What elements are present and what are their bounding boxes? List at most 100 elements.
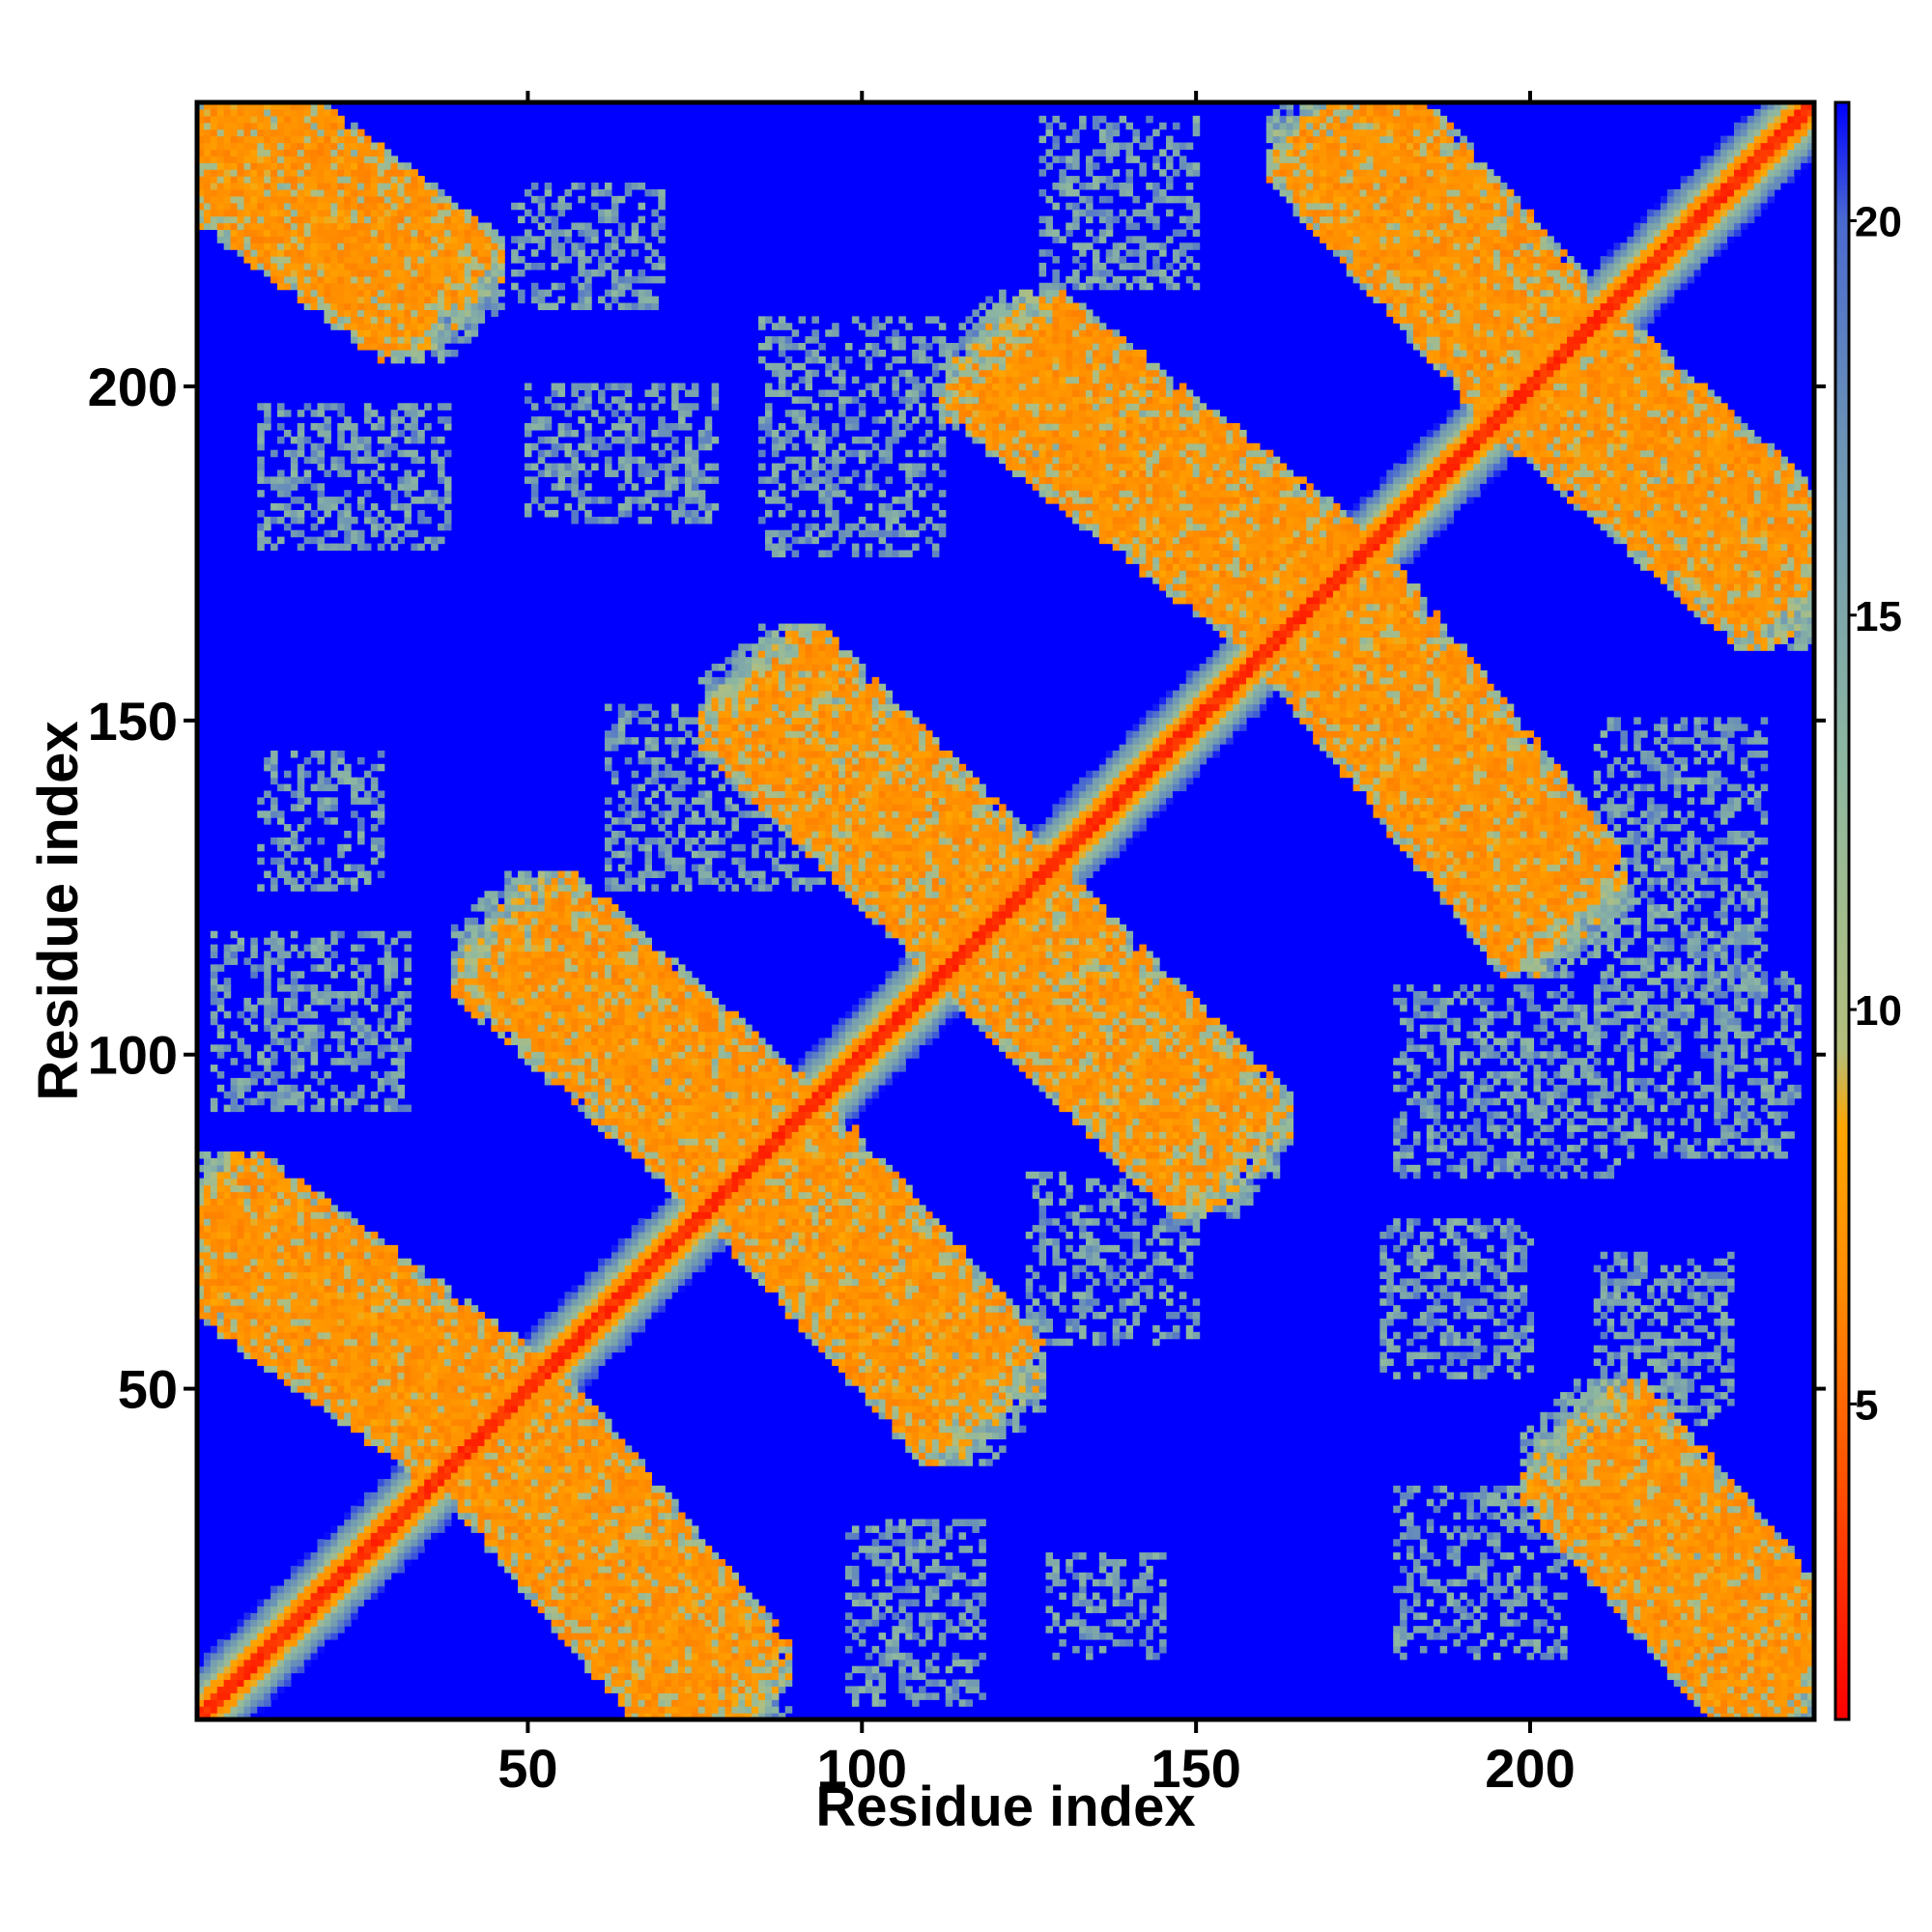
heatmap-cell (357, 1051, 365, 1059)
heatmap-cell (518, 269, 526, 277)
heatmap-cell (243, 183, 251, 190)
heatmap-cell (216, 1051, 225, 1059)
heatmap-cell (537, 911, 546, 919)
heatmap-cell (497, 1418, 505, 1427)
heatmap-cell (351, 1010, 358, 1019)
heatmap-cell (443, 1338, 452, 1347)
heatmap-cell (230, 229, 239, 237)
heatmap-cell (351, 1546, 358, 1553)
heatmap-cell (431, 1478, 439, 1487)
heatmap-cell (431, 209, 439, 217)
heatmap-cell (237, 176, 245, 184)
heatmap-cell (317, 188, 326, 197)
heatmap-cell (457, 957, 466, 965)
heatmap-cell (264, 763, 271, 772)
heatmap-cell (464, 1398, 472, 1406)
heatmap-cell (390, 282, 399, 291)
heatmap-cell (404, 316, 412, 324)
heatmap-cell (397, 302, 406, 311)
heatmap-cell (324, 209, 331, 217)
heatmap-cell (270, 1365, 278, 1373)
heatmap-cell (443, 1405, 452, 1413)
heatmap-cell (297, 1331, 305, 1340)
heatmap-cell (290, 1058, 298, 1065)
heatmap-cell (417, 1312, 425, 1320)
heatmap-cell (491, 309, 498, 317)
heatmap-cell (551, 897, 559, 905)
heatmap-cell (370, 1405, 379, 1413)
heatmap-cell (450, 930, 459, 939)
heatmap-cell (290, 1318, 298, 1326)
heatmap-cell (530, 1432, 539, 1440)
heatmap-cell (564, 923, 572, 932)
heatmap-cell (457, 269, 466, 277)
heatmap-cell (270, 215, 278, 224)
heatmap-cell (357, 236, 365, 243)
heatmap-cell (384, 1519, 392, 1526)
heatmap-cell (557, 249, 566, 257)
heatmap-cell (270, 195, 278, 204)
heatmap-cell (317, 964, 326, 972)
heatmap-cell (257, 1645, 265, 1654)
heatmap-cell (351, 128, 358, 137)
heatmap-cell (357, 777, 365, 785)
heatmap-cell (203, 1218, 212, 1226)
heatmap-cell (497, 302, 505, 311)
heatmap-cell (551, 1546, 559, 1553)
heatmap-cell (357, 1558, 365, 1567)
heatmap-cell (457, 1305, 466, 1313)
heatmap-cell (564, 1465, 572, 1473)
heatmap-cell (544, 1585, 553, 1594)
heatmap-cell (551, 937, 559, 946)
heatmap-cell (431, 1292, 439, 1299)
heatmap-cell (324, 236, 331, 243)
heatmap-cell (450, 275, 459, 284)
heatmap-cell (524, 1465, 532, 1473)
heatmap-cell (310, 1358, 319, 1366)
heatmap-cell (470, 904, 479, 912)
heatmap-cell (551, 923, 559, 932)
heatmap-cell (390, 1305, 399, 1313)
heatmap-cell (283, 1351, 292, 1360)
heatmap-cell (363, 476, 372, 484)
heatmap-cell (497, 1552, 505, 1560)
heatmap-cell (363, 309, 372, 317)
heatmap-cell (337, 1004, 345, 1012)
heatmap-cell (457, 1478, 466, 1487)
heatmap-cell (504, 1338, 512, 1347)
heatmap-cell (390, 162, 399, 170)
heatmap-cell (477, 263, 486, 270)
heatmap-cell (351, 1285, 358, 1293)
heatmap-cell (397, 1051, 406, 1059)
heatmap-cell (303, 188, 312, 197)
heatmap-cell (337, 456, 345, 465)
heatmap-cell (257, 964, 265, 972)
heatmap-cell (384, 162, 392, 170)
heatmap-cell (357, 476, 365, 484)
heatmap-cell (264, 984, 271, 992)
heatmap-cell (477, 1351, 486, 1360)
heatmap-cell (283, 229, 292, 237)
heatmap-cell (203, 1298, 212, 1306)
heatmap-cell (216, 1151, 225, 1159)
heatmap-cell (337, 1351, 345, 1360)
heatmap-cell (230, 1171, 239, 1179)
heatmap-cell (203, 1271, 212, 1280)
heatmap-cell (317, 543, 326, 552)
heatmap-cell (497, 1465, 505, 1473)
heatmap-cell (457, 256, 466, 264)
heatmap-cell (443, 1398, 452, 1406)
heatmap-cell (216, 1264, 225, 1273)
heatmap-cell (404, 275, 412, 284)
heatmap-cell (544, 1612, 553, 1620)
heatmap-cell (303, 263, 312, 270)
heatmap-cell (551, 1044, 559, 1052)
heatmap-cell (524, 1565, 532, 1574)
heatmap-cell (370, 1558, 379, 1567)
heatmap-cell (377, 763, 385, 772)
heatmap-cell (424, 323, 432, 330)
heatmap-cell (357, 456, 365, 465)
heatmap-cell (297, 1285, 305, 1293)
heatmap-cell (384, 1031, 392, 1039)
heatmap-cell (438, 275, 445, 284)
